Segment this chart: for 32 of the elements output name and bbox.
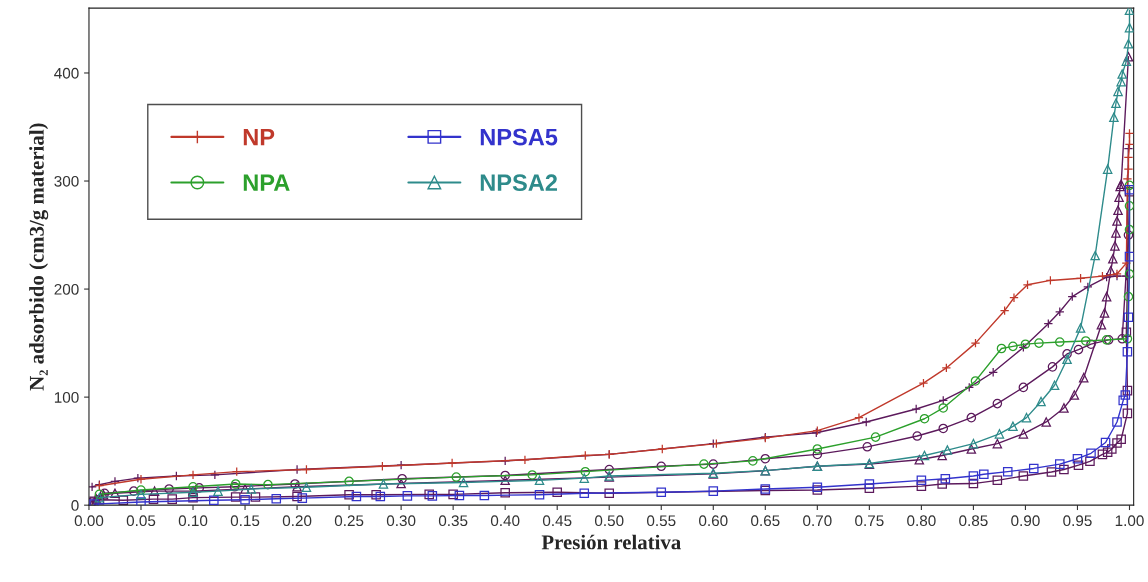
x-tick-label: 0.15	[230, 515, 260, 527]
x-tick-label: 0.25	[334, 515, 364, 527]
x-tick-label: 0.45	[542, 515, 572, 527]
y-tick-label: 100	[54, 391, 79, 403]
x-tick-label: 0.40	[490, 515, 520, 527]
x-tick-label: 0.00	[74, 515, 104, 527]
x-tick-label: 0.70	[803, 515, 832, 527]
legend-label: NPA	[243, 174, 290, 191]
y-axis-title: N₂ adsorbido (cm3/g material)	[29, 123, 49, 391]
x-tick-label: 0.80	[907, 515, 936, 527]
y-tick-label: 0	[71, 500, 79, 511]
y-tick-label: 300	[54, 175, 79, 187]
x-tick-label: 0.90	[1011, 515, 1040, 527]
y-tick-label: 400	[54, 67, 79, 79]
x-tick-label: 0.10	[178, 515, 208, 527]
legend-label: NPSA2	[480, 174, 558, 192]
x-tick-label: 0.50	[594, 515, 624, 527]
x-tick-label: 0.30	[386, 515, 416, 527]
x-tick-label: 0.65	[751, 515, 780, 527]
x-tick-label: 1.00	[1115, 515, 1144, 527]
x-tick-label: 0.20	[282, 515, 312, 527]
x-tick-label: 0.85	[959, 515, 988, 527]
x-tick-label: 0.05	[126, 515, 156, 527]
y-tick-label: 200	[54, 283, 79, 295]
legend-label: NP	[243, 128, 275, 146]
legend-label: NPSA5	[480, 128, 558, 146]
x-tick-label: 0.95	[1063, 515, 1092, 527]
x-tick-label: 0.75	[855, 515, 884, 527]
x-tick-label: 0.55	[646, 515, 676, 527]
x-tick-label: 0.60	[699, 515, 728, 527]
x-axis-title: Presión relativa	[541, 534, 681, 550]
x-tick-label: 0.35	[438, 515, 468, 527]
